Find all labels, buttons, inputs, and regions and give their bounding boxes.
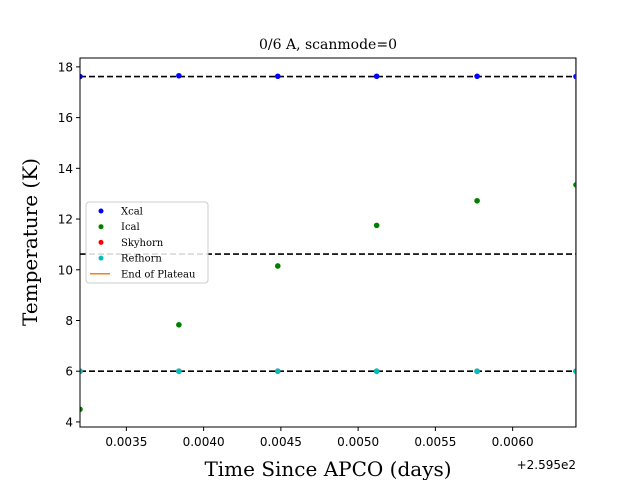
x-tick-label: 0.0045 xyxy=(260,435,302,449)
y-tick-label: 4 xyxy=(65,415,73,429)
xcal-point xyxy=(80,73,83,80)
x-axis-offset-label: +2.595e2 xyxy=(517,458,576,472)
y-tick-label: 16 xyxy=(58,111,73,125)
ical-point xyxy=(373,222,380,229)
xcal-point xyxy=(274,73,281,80)
x-tick-label: 0.0040 xyxy=(183,435,225,449)
legend-swatch-refhorn xyxy=(98,255,104,261)
legend-box xyxy=(85,201,209,284)
x-axis-label: Time Since APCO (days) xyxy=(204,457,451,480)
refhorn-point xyxy=(274,368,281,375)
refhorn-point xyxy=(373,368,380,375)
legend-swatch-xcal xyxy=(98,208,104,214)
y-tick-label: 6 xyxy=(65,365,73,379)
data-series xyxy=(80,58,576,427)
ical-point xyxy=(176,321,182,328)
legend-label-end-of-plateau: End of Plateau xyxy=(121,269,196,280)
y-tick-label: 14 xyxy=(58,162,73,176)
x-tick-label: 0.0055 xyxy=(414,435,456,449)
x-tick-label: 0.0050 xyxy=(337,435,379,449)
y-axis-ticks: 4 6 8 10 12 14 16 18 xyxy=(58,60,80,429)
ical-point xyxy=(80,406,83,413)
y-tick-label: 8 xyxy=(65,314,73,328)
y-tick-label: 18 xyxy=(58,60,73,74)
legend-swatch-ical xyxy=(98,224,104,230)
refhorn-point xyxy=(176,368,182,375)
ical-point xyxy=(474,197,480,204)
x-tick-label: 0.0060 xyxy=(492,435,534,449)
xcal-point xyxy=(474,73,480,80)
y-axis-label: Temperature (K) xyxy=(18,158,42,326)
x-tick-label: 0.0035 xyxy=(105,435,147,449)
x-axis-ticks: 0.0035 0.0040 0.0045 0.0050 0.0055 0.0060 xyxy=(105,427,534,449)
legend-label-refhorn: Refhorn xyxy=(121,254,162,265)
refhorn-point xyxy=(474,368,480,375)
legend-label-ical: Ical xyxy=(121,222,140,233)
plot-frame xyxy=(79,57,577,428)
y-tick-label: 12 xyxy=(58,213,73,227)
xcal-point xyxy=(373,73,380,80)
legend-label-xcal: Xcal xyxy=(121,207,143,218)
xcal-point xyxy=(176,72,182,79)
legend-swatch-skyhorn xyxy=(98,239,104,245)
ical-point xyxy=(274,263,281,269)
y-tick-label: 10 xyxy=(58,263,73,277)
refhorn-point xyxy=(80,368,83,375)
legend: Xcal Ical Skyhorn Refhorn End of Plateau xyxy=(85,201,209,284)
legend-label-skyhorn: Skyhorn xyxy=(121,238,164,249)
chart-title: 0/6 A, scanmode=0 xyxy=(259,37,397,53)
